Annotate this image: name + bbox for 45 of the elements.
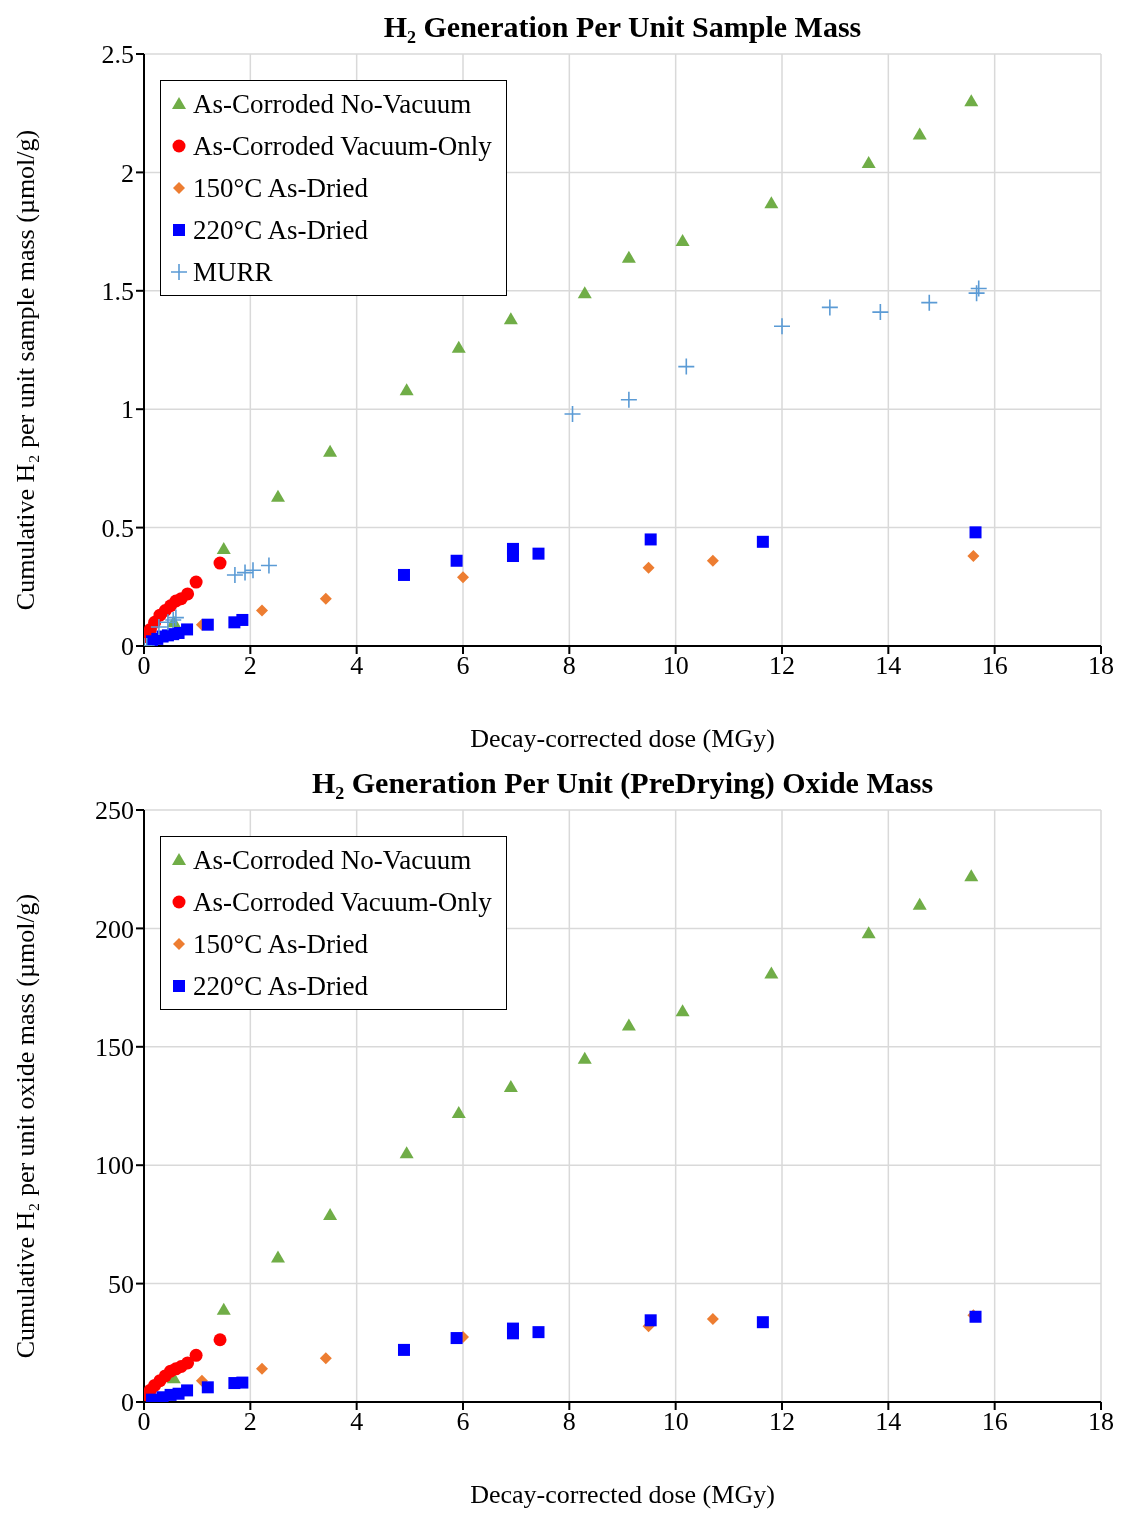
y-tick-label: 1.5	[101, 277, 134, 307]
legend-label: As-Corroded No-Vacuum	[193, 88, 472, 121]
y-axis-title: Cumulative H₂ per unit oxide mass (µmol/g)	[11, 893, 41, 1359]
legend-label: As-Corroded Vacuum-Only	[193, 886, 492, 919]
x-tick-label: 16	[981, 1407, 1008, 1437]
legend-label: 150°C As-Dried	[193, 928, 369, 961]
y-tick-label: 2.5	[101, 40, 134, 70]
y-tick-label: 0	[121, 1388, 134, 1418]
x-tick-label: 10	[662, 651, 689, 681]
x-tick-label: 4	[350, 651, 364, 681]
x-tick-label: 18	[1088, 1407, 1114, 1437]
chart-title: H₂ Generation Per Unit (PreDrying) Oxide Mass	[310, 766, 935, 800]
y-tick-label: 50	[108, 1269, 134, 1299]
legend-label: 220°C As-Dried	[193, 970, 369, 1003]
y-tick-label: 1	[121, 395, 134, 425]
legend-label: 220°C As-Dried	[193, 214, 369, 247]
x-tick-label: 6	[456, 651, 470, 681]
x-tick-label: 8	[562, 1407, 576, 1437]
y-axis-title: Cumulative H₂ per unit sample mass (µmol/g)	[11, 129, 41, 611]
x-tick-label: 2	[243, 651, 257, 681]
x-axis-title: Decay-corrected dose (MGy)	[469, 724, 776, 754]
x-tick-label: 14	[875, 651, 902, 681]
y-tick-label: 0	[121, 632, 134, 662]
x-tick-label: 12	[769, 651, 795, 681]
x-tick-label: 10	[662, 1407, 689, 1437]
x-tick-label: 4	[350, 1407, 364, 1437]
x-tick-label: 2	[243, 1407, 257, 1437]
x-tick-label: 14	[875, 1407, 902, 1437]
y-tick-label: 0.5	[101, 513, 134, 543]
y-tick-label: 2	[121, 158, 134, 188]
x-tick-label: 16	[981, 651, 1008, 681]
x-tick-label: 12	[769, 1407, 795, 1437]
legend-label: MURR	[193, 256, 273, 289]
legend-label: As-Corroded No-Vacuum	[193, 844, 472, 877]
x-tick-label: 18	[1088, 651, 1114, 681]
legend-label: 150°C As-Dried	[193, 172, 369, 205]
y-tick-label: 100	[95, 1151, 134, 1181]
y-tick-label: 150	[95, 1033, 134, 1063]
chart-title: H₂ Generation Per Unit Sample Mass	[382, 10, 863, 44]
y-tick-label: 200	[95, 914, 134, 944]
x-tick-label: 8	[562, 651, 576, 681]
x-tick-label: 6	[456, 1407, 470, 1437]
x-axis-title: Decay-corrected dose (MGy)	[469, 1480, 776, 1510]
y-tick-label: 250	[95, 796, 134, 826]
legend-label: As-Corroded Vacuum-Only	[193, 130, 492, 163]
